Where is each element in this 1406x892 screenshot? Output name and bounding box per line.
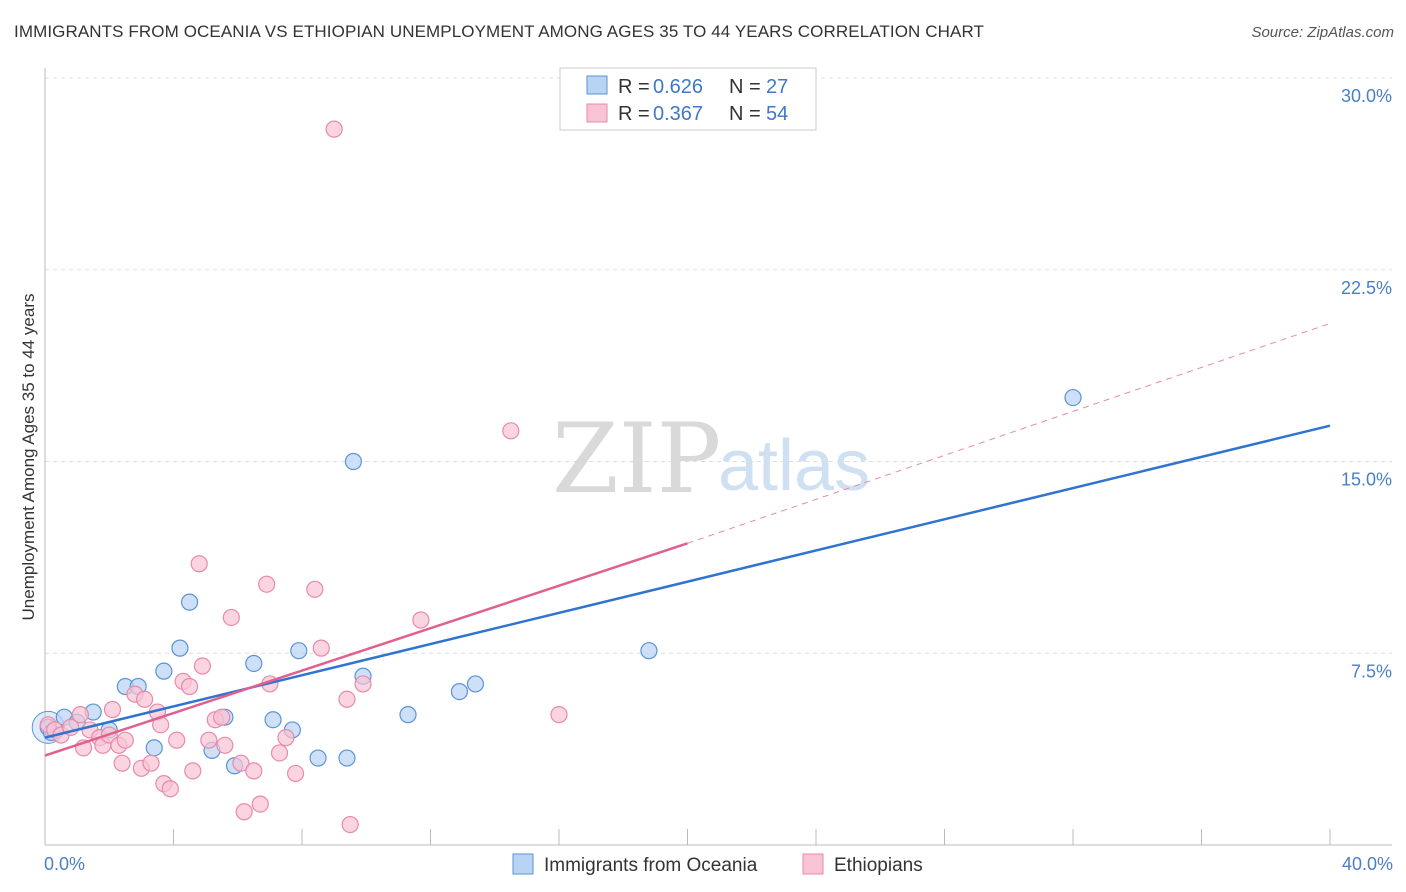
y-tick-label-0: 7.5% bbox=[1351, 661, 1392, 681]
point-ethiopians-27 bbox=[193, 657, 212, 675]
trend-line-ethiopians-extension bbox=[687, 322, 1331, 544]
point-oceania-23 bbox=[399, 706, 417, 724]
point-ethiopians-43 bbox=[312, 639, 330, 657]
point-oceania-9 bbox=[155, 662, 173, 680]
point-ethiopians-50 bbox=[550, 706, 568, 724]
point-ethiopians-24 bbox=[180, 677, 199, 696]
legend-swatch-ethiopians bbox=[586, 103, 608, 123]
point-oceania-18 bbox=[290, 642, 308, 660]
point-ethiopians-4 bbox=[71, 706, 89, 724]
legend-swatch-oceania bbox=[586, 75, 608, 95]
axes-layer bbox=[44, 68, 1392, 846]
point-ethiopians-42 bbox=[306, 580, 324, 598]
x-tick-label-min: 0.0% bbox=[44, 854, 85, 874]
point-ethiopians-28 bbox=[200, 731, 218, 749]
ticks-layer: 7.5% 15.0% 22.5% 30.0% 0.0% 40.0% bbox=[44, 86, 1393, 874]
point-oceania-20 bbox=[338, 749, 356, 767]
bottom-legend-swatch-oceania bbox=[512, 853, 534, 875]
bottom-legend-label-oceania: Immigrants from Oceania bbox=[544, 855, 758, 876]
point-oceania-24 bbox=[450, 682, 469, 701]
watermark: ZIP atlas bbox=[552, 403, 870, 515]
point-ethiopians-25 bbox=[184, 762, 202, 780]
bottom-legend-swatch-ethiopians bbox=[802, 853, 824, 875]
point-ethiopians-22 bbox=[168, 731, 186, 749]
point-ethiopians-13 bbox=[116, 731, 134, 749]
legend-n-value-ethiopians: 54 bbox=[766, 103, 788, 125]
x-tick-label-max: 40.0% bbox=[1342, 854, 1393, 874]
point-ethiopians-40 bbox=[277, 729, 295, 747]
top-legend: R = 0.626 N = 27 R = 0.367 N = 54 bbox=[559, 67, 817, 131]
legend-n-label-ethiopians: N = bbox=[729, 103, 761, 125]
trend-layer bbox=[44, 322, 1331, 757]
point-ethiopians-30 bbox=[213, 708, 231, 726]
point-oceania-15 bbox=[245, 654, 263, 673]
point-oceania-19 bbox=[309, 749, 327, 767]
point-ethiopians-44 bbox=[325, 120, 343, 138]
point-ethiopians-32 bbox=[222, 608, 240, 627]
bottom-legend-label-ethiopians: Ethiopians bbox=[834, 855, 923, 876]
point-ethiopians-10 bbox=[103, 700, 122, 719]
point-ethiopians-41 bbox=[286, 764, 305, 783]
grid-layer bbox=[45, 77, 1392, 654]
point-oceania-27 bbox=[1064, 388, 1082, 407]
point-ethiopians-12 bbox=[113, 754, 131, 772]
point-ethiopians-48 bbox=[412, 611, 430, 629]
point-oceania-21 bbox=[344, 452, 362, 471]
legend-r-value-oceania: 0.626 bbox=[653, 76, 703, 98]
y-axis-label: Unemployment Among Ages 35 to 44 years bbox=[19, 294, 38, 621]
legend-n-value-oceania: 27 bbox=[766, 76, 788, 98]
chart-source: Source: ZipAtlas.com bbox=[1251, 24, 1394, 41]
y-tick-label-2: 22.5% bbox=[1341, 278, 1392, 298]
point-ethiopians-33 bbox=[232, 754, 250, 772]
legend-r-label-oceania: R = bbox=[618, 76, 650, 98]
trend-line-ethiopians bbox=[44, 542, 688, 757]
point-ethiopians-31 bbox=[216, 736, 234, 754]
point-ethiopians-39 bbox=[270, 744, 289, 762]
legend-r-value-ethiopians: 0.367 bbox=[653, 103, 703, 125]
point-oceania-10 bbox=[171, 639, 189, 657]
point-ethiopians-37 bbox=[258, 575, 276, 593]
watermark-zip: ZIP bbox=[552, 403, 721, 515]
point-oceania-8 bbox=[145, 739, 163, 757]
point-ethiopians-36 bbox=[251, 795, 269, 813]
chart-title: IMMIGRANTS FROM OCEANIA VS ETHIOPIAN UNE… bbox=[14, 22, 984, 41]
y-tick-label-1: 15.0% bbox=[1341, 470, 1392, 490]
point-ethiopians-26 bbox=[190, 555, 208, 573]
point-ethiopians-34 bbox=[235, 803, 253, 821]
point-ethiopians-46 bbox=[341, 815, 359, 834]
watermark-atlas: atlas bbox=[718, 426, 870, 506]
point-ethiopians-45 bbox=[338, 690, 356, 708]
point-oceania-25 bbox=[466, 675, 485, 693]
point-oceania-16 bbox=[264, 711, 282, 729]
y-tick-label-3: 30.0% bbox=[1341, 86, 1392, 106]
point-ethiopians-35 bbox=[245, 762, 263, 780]
point-ethiopians-21 bbox=[161, 780, 179, 798]
legend-r-label-ethiopians: R = bbox=[618, 103, 650, 125]
point-ethiopians-16 bbox=[135, 690, 154, 708]
point-oceania-26 bbox=[640, 642, 658, 660]
point-ethiopians-17 bbox=[142, 754, 160, 772]
point-oceania-11 bbox=[180, 593, 199, 611]
point-ethiopians-47 bbox=[354, 675, 372, 693]
bottom-legend: Immigrants from Oceania Ethiopians bbox=[512, 853, 923, 876]
point-ethiopians-49 bbox=[502, 422, 520, 440]
legend-n-label-oceania: N = bbox=[729, 76, 761, 98]
